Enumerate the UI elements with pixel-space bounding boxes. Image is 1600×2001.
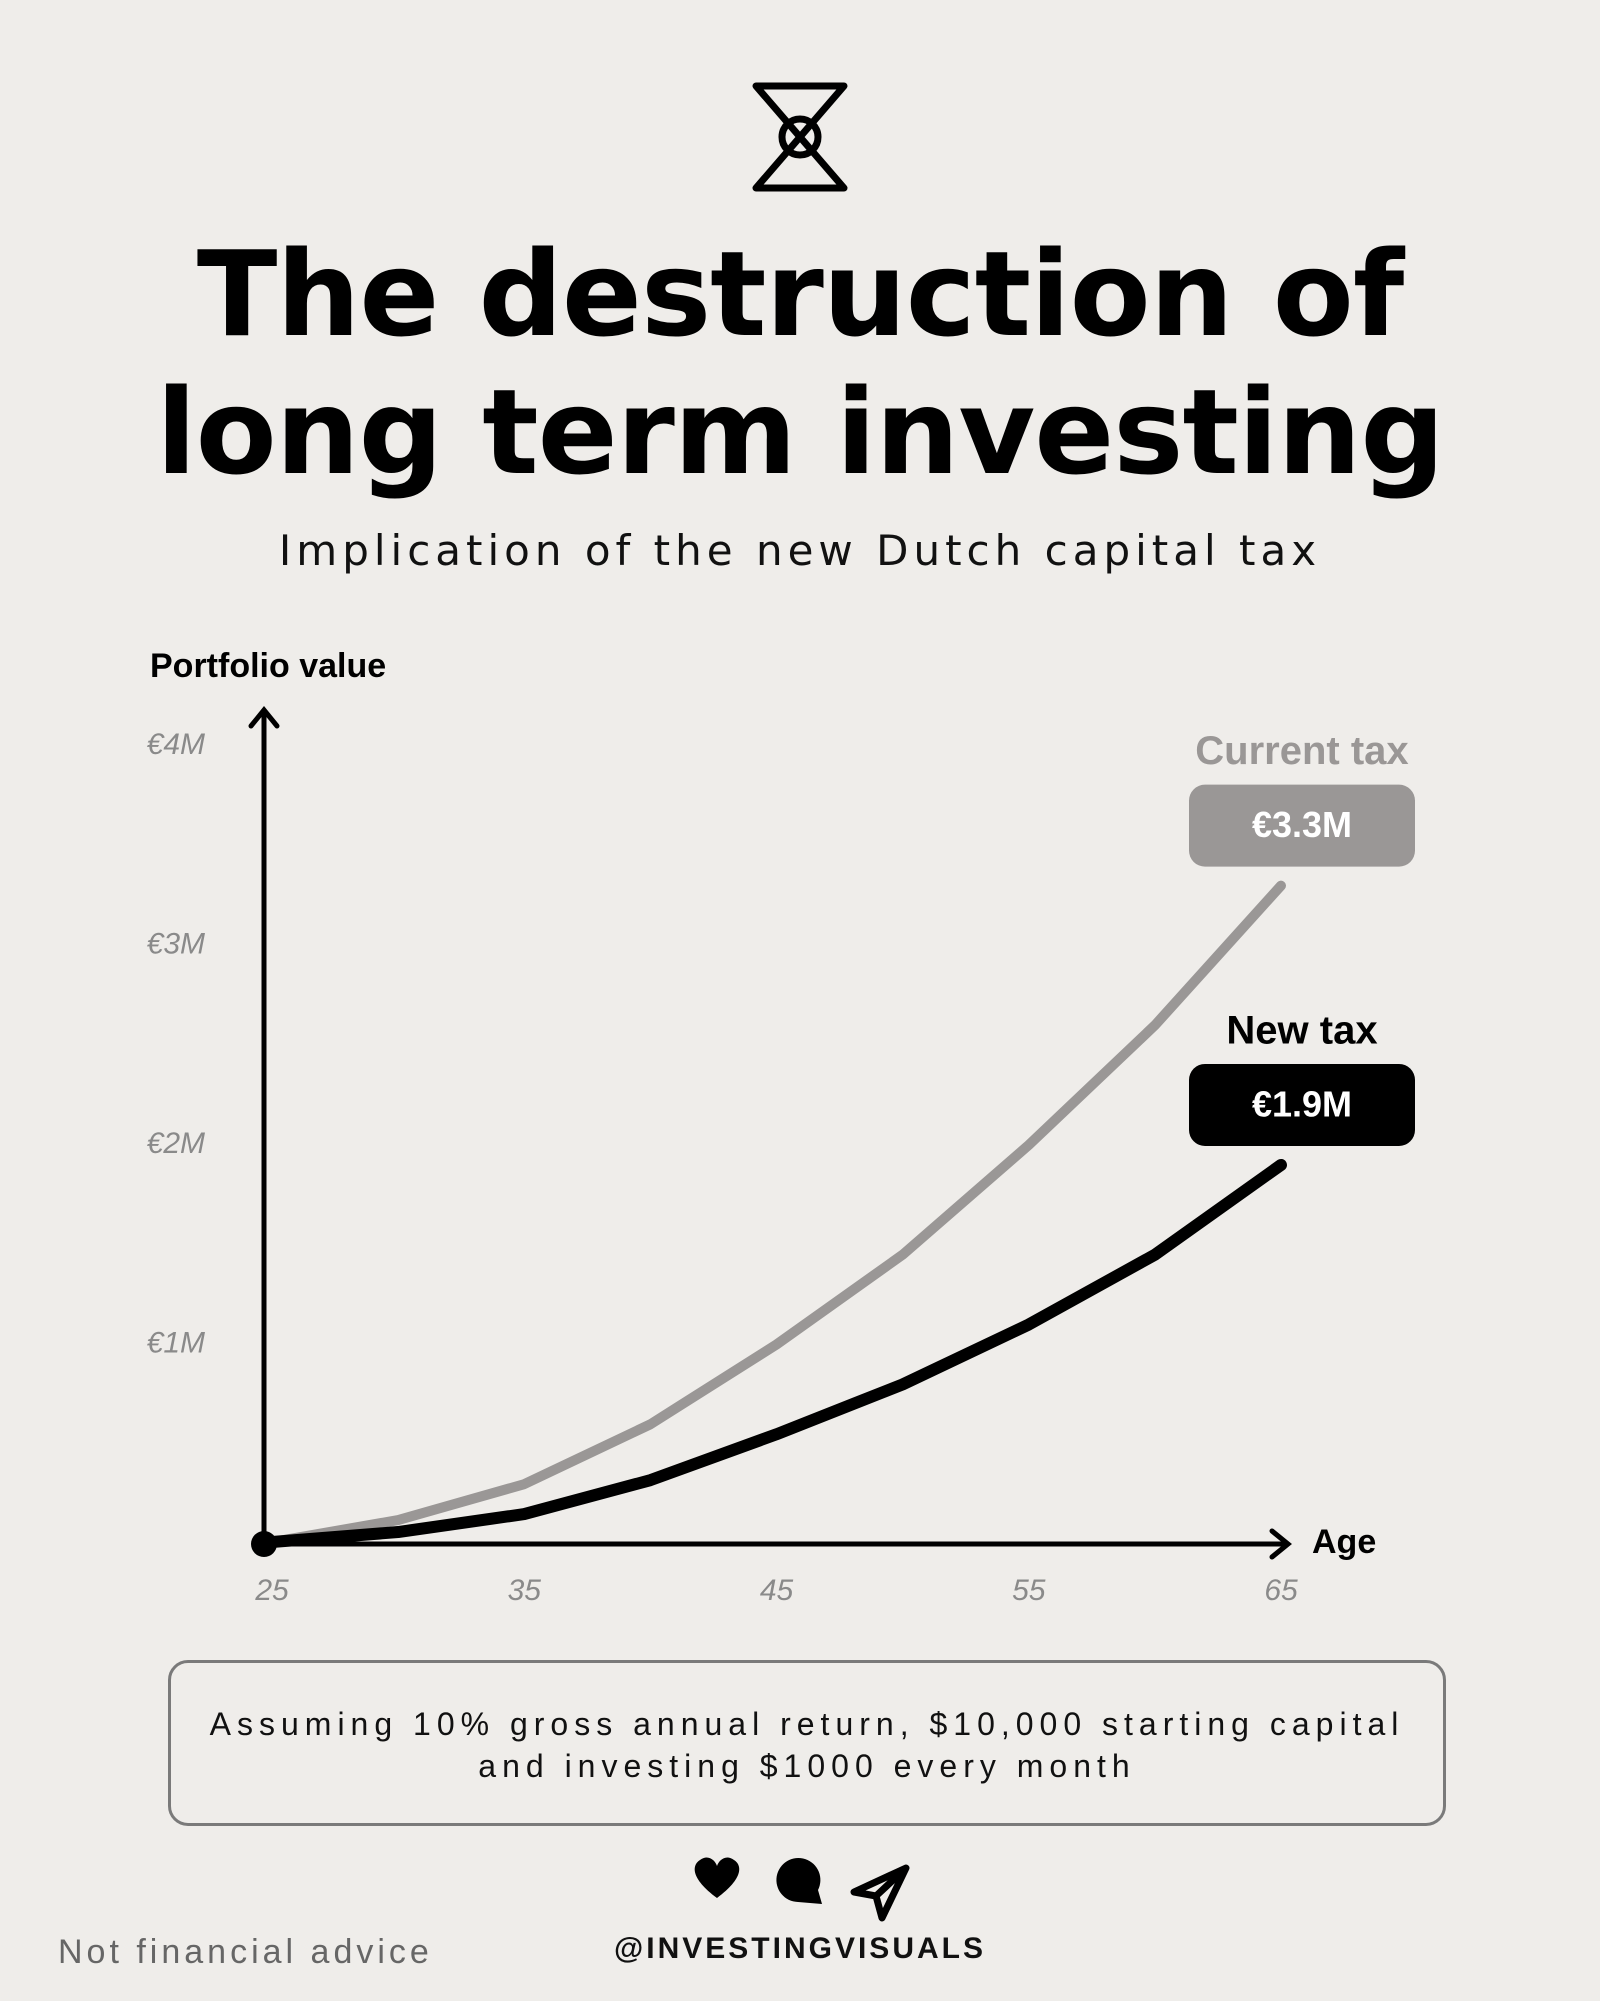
value-badge xyxy=(1189,784,1415,867)
note: Assuming 10% gross annual return, $10,00… xyxy=(168,1660,1446,1826)
value-label: €1.9M xyxy=(1252,1083,1352,1124)
series-line xyxy=(266,1158,1287,1549)
x-axis-label: Age xyxy=(1312,1523,1376,1561)
y-axis-arrow xyxy=(248,706,280,729)
legend-label: Current tax xyxy=(1195,729,1408,773)
logo xyxy=(752,82,848,192)
y-tick-label: €3M xyxy=(147,927,205,960)
y-axis-label: Portfolio value xyxy=(150,647,386,685)
legend-label: New tax xyxy=(1226,1009,1377,1053)
x-tick-label: 65 xyxy=(1264,1574,1298,1607)
disclaimer: Not financial advice xyxy=(58,1933,433,1971)
handle: @INVESTINGVISUALS xyxy=(614,1932,986,1965)
origin-dot xyxy=(251,1531,277,1557)
x-axis-arrow xyxy=(1269,1528,1292,1560)
series-line xyxy=(267,880,1286,1548)
x-tick-label: 55 xyxy=(1012,1574,1046,1607)
x-tick-label: 25 xyxy=(254,1574,289,1607)
value-label: €3.3M xyxy=(1252,804,1352,845)
x-tick-label: 35 xyxy=(508,1574,542,1607)
y-tick-label: €4M xyxy=(147,728,205,761)
y-tick-label: €2M xyxy=(147,1127,205,1160)
value-badge xyxy=(1189,1063,1415,1146)
title: The destruction of long term investing xyxy=(156,225,1445,501)
x-tick-label: 45 xyxy=(760,1574,794,1607)
y-tick-label: €1M xyxy=(147,1326,205,1359)
subtitle: Implication of the new Dutch capital tax xyxy=(278,526,1322,575)
